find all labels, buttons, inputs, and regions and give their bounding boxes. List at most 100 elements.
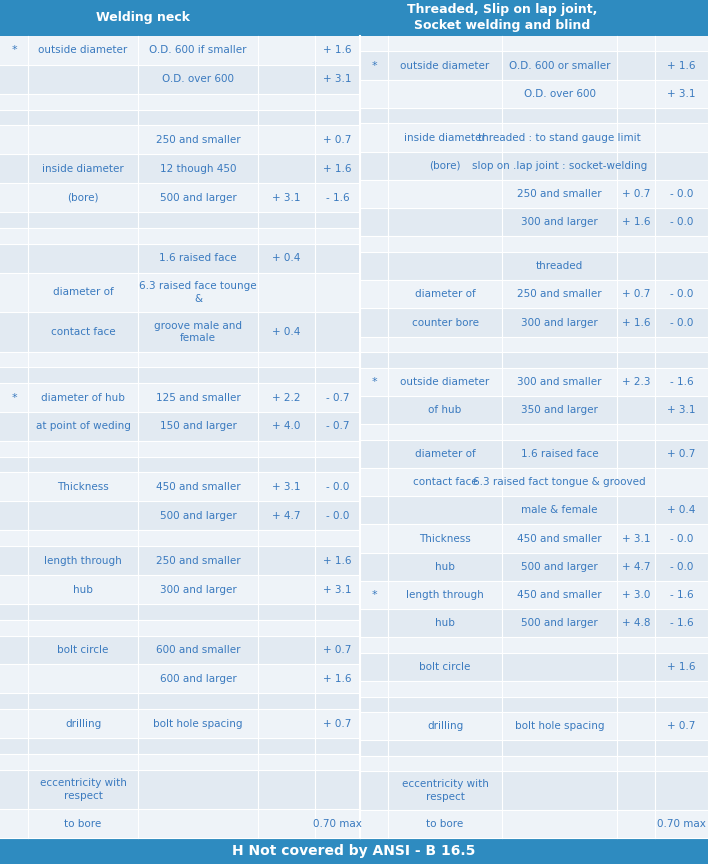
Bar bbox=[360, 756, 708, 772]
Text: inside diameter: inside diameter bbox=[404, 132, 486, 143]
Bar bbox=[0, 412, 360, 441]
Text: + 3.1: + 3.1 bbox=[667, 89, 696, 98]
Text: 6.3 raised fact tongue & grooved: 6.3 raised fact tongue & grooved bbox=[473, 477, 646, 487]
Text: 6.3 raised face tounge
&: 6.3 raised face tounge & bbox=[139, 281, 257, 303]
Bar bbox=[0, 312, 360, 352]
Text: hub: hub bbox=[435, 619, 455, 628]
Text: - 0.7: - 0.7 bbox=[326, 422, 349, 431]
Bar bbox=[0, 352, 360, 367]
Text: (bore): (bore) bbox=[67, 193, 98, 203]
Text: + 3.1: + 3.1 bbox=[622, 534, 650, 543]
Text: - 0.0: - 0.0 bbox=[670, 218, 693, 227]
Bar bbox=[0, 383, 360, 412]
Text: outside diameter: outside diameter bbox=[401, 60, 490, 71]
Text: inside diameter: inside diameter bbox=[42, 164, 124, 174]
Bar bbox=[360, 712, 708, 740]
Text: + 0.7: + 0.7 bbox=[622, 289, 650, 299]
Text: + 3.1: + 3.1 bbox=[324, 585, 352, 594]
Text: *: * bbox=[371, 590, 377, 600]
Bar bbox=[360, 810, 708, 838]
Bar bbox=[360, 467, 708, 496]
Text: 350 and larger: 350 and larger bbox=[521, 405, 598, 415]
Text: diameter of hub: diameter of hub bbox=[41, 392, 125, 403]
Text: *: * bbox=[371, 60, 377, 71]
Text: 125 and smaller: 125 and smaller bbox=[156, 392, 241, 403]
Text: bolt circle: bolt circle bbox=[419, 662, 471, 672]
Bar bbox=[360, 152, 708, 180]
Bar bbox=[360, 180, 708, 208]
Text: contact face: contact face bbox=[413, 477, 477, 487]
Text: - 0.0: - 0.0 bbox=[670, 189, 693, 199]
Bar bbox=[0, 738, 360, 754]
Bar bbox=[360, 681, 708, 696]
Text: 500 and larger: 500 and larger bbox=[521, 562, 598, 572]
Bar bbox=[0, 604, 360, 619]
Text: to bore: to bore bbox=[426, 819, 464, 829]
Bar bbox=[0, 110, 360, 125]
Bar bbox=[0, 694, 360, 709]
Text: diameter of: diameter of bbox=[52, 288, 113, 297]
Bar bbox=[360, 609, 708, 638]
Bar bbox=[0, 838, 708, 864]
Text: + 1.6: + 1.6 bbox=[622, 318, 650, 327]
Bar bbox=[0, 65, 360, 94]
Text: + 2.2: + 2.2 bbox=[273, 392, 301, 403]
Text: + 1.6: + 1.6 bbox=[324, 674, 352, 684]
Bar bbox=[0, 501, 360, 530]
Text: + 1.6: + 1.6 bbox=[667, 60, 696, 71]
Bar bbox=[360, 653, 708, 681]
Bar bbox=[0, 473, 360, 501]
Bar bbox=[0, 709, 360, 738]
Text: O.D. 600 if smaller: O.D. 600 if smaller bbox=[149, 46, 247, 55]
Text: slop on .lap joint : socket-welding: slop on .lap joint : socket-welding bbox=[472, 161, 647, 171]
Bar bbox=[360, 553, 708, 581]
Bar bbox=[360, 367, 708, 396]
Text: male & female: male & female bbox=[521, 505, 598, 515]
Text: - 1.6: - 1.6 bbox=[326, 193, 349, 203]
Text: - 0.0: - 0.0 bbox=[670, 562, 693, 572]
Bar bbox=[360, 208, 708, 237]
Bar bbox=[360, 237, 708, 252]
Text: + 4.7: + 4.7 bbox=[622, 562, 650, 572]
Bar bbox=[360, 424, 708, 440]
Text: length through: length through bbox=[44, 556, 122, 566]
Text: + 4.0: + 4.0 bbox=[273, 422, 301, 431]
Text: 250 and smaller: 250 and smaller bbox=[517, 289, 602, 299]
Text: 0.70 max: 0.70 max bbox=[313, 818, 362, 829]
Bar bbox=[360, 308, 708, 337]
Text: + 4.8: + 4.8 bbox=[622, 619, 650, 628]
Bar bbox=[0, 94, 360, 110]
Text: - 1.6: - 1.6 bbox=[670, 619, 693, 628]
Text: diameter of: diameter of bbox=[415, 448, 475, 459]
Bar bbox=[0, 457, 360, 473]
Text: Thickness: Thickness bbox=[419, 534, 471, 543]
Text: + 3.1: + 3.1 bbox=[273, 193, 301, 203]
Text: (bore): (bore) bbox=[429, 161, 461, 171]
Bar bbox=[360, 337, 708, 353]
Bar bbox=[0, 244, 360, 273]
Bar bbox=[0, 228, 360, 244]
Text: 1.6 raised face: 1.6 raised face bbox=[159, 253, 236, 264]
Text: + 1.6: + 1.6 bbox=[622, 218, 650, 227]
Text: + 2.3: + 2.3 bbox=[622, 377, 650, 387]
Text: + 0.4: + 0.4 bbox=[668, 505, 696, 515]
Bar bbox=[0, 546, 360, 575]
Text: at point of weding: at point of weding bbox=[35, 422, 130, 431]
Text: - 1.6: - 1.6 bbox=[670, 590, 693, 600]
Text: threaded: threaded bbox=[536, 261, 583, 271]
Text: + 3.1: + 3.1 bbox=[273, 482, 301, 492]
Bar bbox=[360, 581, 708, 609]
Bar bbox=[0, 530, 360, 546]
Text: eccentricity with
respect: eccentricity with respect bbox=[40, 778, 127, 801]
Text: Welding neck: Welding neck bbox=[96, 11, 190, 24]
Bar bbox=[0, 183, 360, 213]
Text: + 1.6: + 1.6 bbox=[324, 46, 352, 55]
Text: O.D. over 600: O.D. over 600 bbox=[523, 89, 595, 98]
Text: 600 and larger: 600 and larger bbox=[159, 674, 236, 684]
Text: - 0.0: - 0.0 bbox=[326, 511, 349, 521]
Text: hub: hub bbox=[73, 585, 93, 594]
Text: 12 though 450: 12 though 450 bbox=[160, 164, 236, 174]
Text: 450 and smaller: 450 and smaller bbox=[517, 590, 602, 600]
Text: 500 and larger: 500 and larger bbox=[159, 511, 236, 521]
Text: + 0.7: + 0.7 bbox=[324, 135, 352, 145]
